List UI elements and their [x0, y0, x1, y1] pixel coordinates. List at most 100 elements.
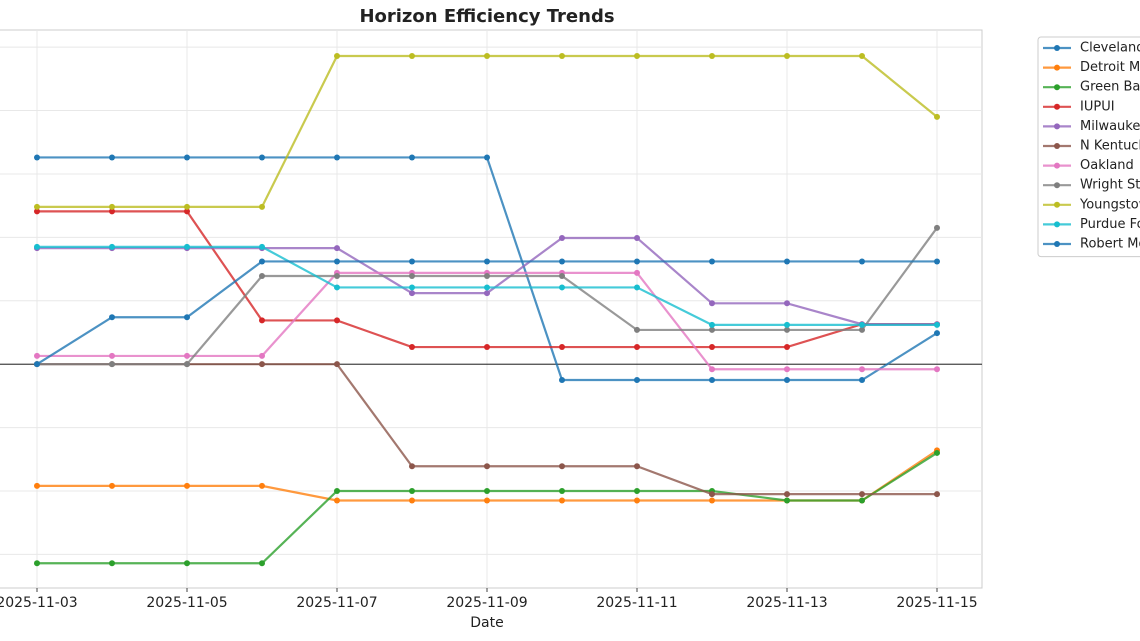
- legend-label: Cleveland St: [1080, 41, 1140, 56]
- data-point: [559, 377, 565, 384]
- data-point: [784, 377, 790, 384]
- data-point: [334, 52, 340, 59]
- data-point: [184, 154, 190, 161]
- data-point: [259, 154, 265, 161]
- legend-label: Robert Morris: [1080, 237, 1140, 252]
- data-point: [109, 243, 115, 250]
- data-point: [709, 326, 715, 333]
- data-point: [259, 560, 265, 567]
- data-point: [409, 463, 415, 470]
- data-point: [484, 273, 490, 280]
- data-point: [484, 154, 490, 161]
- data-point: [484, 344, 490, 351]
- data-point: [484, 487, 490, 494]
- data-point: [859, 491, 865, 498]
- data-point: [484, 290, 490, 297]
- data-point: [784, 344, 790, 351]
- data-point: [259, 203, 265, 210]
- data-point: [259, 258, 265, 265]
- data-point: [334, 487, 340, 494]
- data-point: [634, 377, 640, 384]
- data-point: [709, 366, 715, 373]
- chart-title: Horizon Efficiency Trends: [359, 6, 614, 27]
- data-point: [859, 377, 865, 384]
- data-point: [634, 497, 640, 504]
- data-point: [334, 361, 340, 368]
- data-point: [859, 258, 865, 265]
- legend-marker: [1054, 123, 1060, 130]
- data-point: [559, 234, 565, 241]
- data-point: [34, 203, 40, 210]
- legend-label: Youngstown St: [1079, 197, 1140, 212]
- data-point: [409, 52, 415, 59]
- data-point: [559, 497, 565, 504]
- x-tick-label: 2025-11-03: [0, 595, 78, 611]
- data-point: [634, 234, 640, 241]
- data-point: [34, 243, 40, 250]
- data-point: [259, 482, 265, 489]
- legend-marker: [1054, 103, 1060, 110]
- x-tick-label: 2025-11-09: [446, 595, 527, 611]
- data-point: [334, 258, 340, 265]
- data-point: [334, 273, 340, 280]
- data-point: [484, 258, 490, 265]
- data-point: [409, 497, 415, 504]
- data-point: [709, 321, 715, 328]
- data-point: [484, 463, 490, 470]
- data-point: [259, 361, 265, 368]
- data-point: [409, 290, 415, 297]
- data-point: [409, 487, 415, 494]
- plot-area: [0, 29, 983, 589]
- data-point: [559, 52, 565, 59]
- data-point: [334, 154, 340, 161]
- data-point: [334, 317, 340, 324]
- data-point: [184, 243, 190, 250]
- data-point: [259, 243, 265, 250]
- data-point: [259, 317, 265, 324]
- data-point: [859, 52, 865, 59]
- legend-marker: [1054, 221, 1060, 228]
- data-point: [409, 258, 415, 265]
- data-point: [859, 321, 865, 328]
- x-tick-label: 2025-11-05: [146, 595, 227, 611]
- x-tick-label: 2025-11-13: [746, 595, 827, 611]
- data-point: [709, 377, 715, 384]
- data-point: [634, 269, 640, 276]
- data-point: [634, 284, 640, 291]
- data-point: [109, 361, 115, 368]
- legend-marker: [1054, 64, 1060, 71]
- data-point: [709, 344, 715, 351]
- legend-label: Detroit Mercy: [1080, 60, 1140, 75]
- data-point: [934, 491, 940, 498]
- data-point: [184, 361, 190, 368]
- legend-label: IUPUI: [1080, 99, 1115, 114]
- data-point: [634, 52, 640, 59]
- data-point: [409, 273, 415, 280]
- legend-marker: [1054, 162, 1060, 169]
- data-point: [784, 366, 790, 373]
- data-point: [34, 361, 40, 368]
- data-point: [184, 352, 190, 359]
- data-point: [559, 284, 565, 291]
- data-point: [634, 326, 640, 333]
- data-point: [334, 497, 340, 504]
- data-point: [784, 258, 790, 265]
- data-point: [409, 344, 415, 351]
- data-point: [634, 463, 640, 470]
- data-point: [109, 560, 115, 567]
- legend-marker: [1054, 143, 1060, 149]
- data-point: [859, 366, 865, 373]
- data-point: [559, 273, 565, 280]
- data-point: [184, 560, 190, 567]
- data-point: [709, 491, 715, 498]
- legend-label: Wright St: [1080, 178, 1140, 193]
- data-point: [859, 497, 865, 504]
- data-point: [934, 113, 940, 120]
- data-point: [409, 284, 415, 291]
- data-point: [784, 497, 790, 504]
- data-point: [109, 314, 115, 321]
- data-point: [484, 52, 490, 59]
- data-point: [784, 326, 790, 333]
